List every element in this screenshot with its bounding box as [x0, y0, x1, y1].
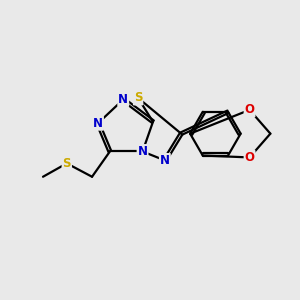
Text: S: S — [62, 157, 71, 170]
Text: S: S — [134, 92, 142, 104]
Text: N: N — [160, 154, 170, 167]
Text: N: N — [93, 117, 103, 130]
Text: N: N — [138, 145, 148, 158]
Text: O: O — [244, 103, 255, 116]
Text: N: N — [118, 93, 128, 106]
Text: O: O — [244, 151, 255, 164]
